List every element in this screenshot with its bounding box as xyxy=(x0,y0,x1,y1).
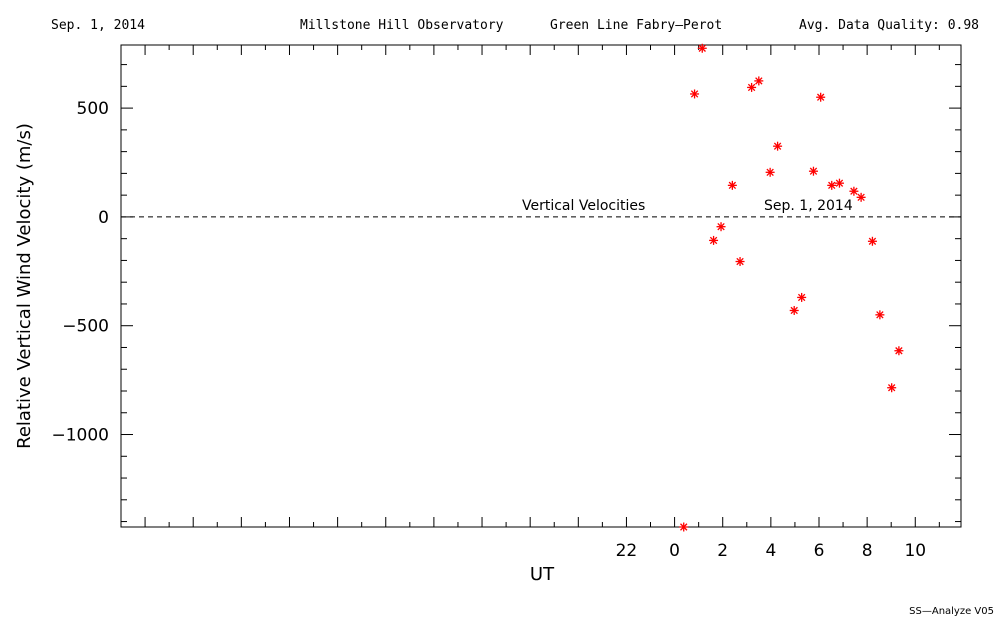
data-point xyxy=(834,178,844,188)
annotation-vertical-velocities: Vertical Velocities xyxy=(522,198,645,214)
header-data-quality: Avg. Data Quality: 0.98 xyxy=(799,18,980,33)
y-tick-label: −500 xyxy=(62,317,109,337)
data-point xyxy=(856,192,866,202)
data-point xyxy=(808,166,818,176)
annotation-date: Sep. 1, 2014 xyxy=(764,198,853,214)
data-point xyxy=(797,292,807,302)
data-point xyxy=(690,89,700,99)
footer-software-version: SS—Analyze V05 xyxy=(909,606,994,617)
data-point xyxy=(727,180,737,190)
data-point xyxy=(875,310,885,320)
data-point xyxy=(887,383,897,393)
x-tick-label: 0 xyxy=(669,541,680,561)
data-points xyxy=(679,43,904,532)
header-observatory: Millstone Hill Observatory xyxy=(300,18,504,33)
x-tick-label: 22 xyxy=(616,541,638,561)
axes xyxy=(120,44,962,528)
data-point xyxy=(754,76,764,86)
y-tick-label: 0 xyxy=(98,208,109,228)
header-instrument: Green Line Fabry—Perot xyxy=(550,18,723,33)
plot-frame xyxy=(120,44,962,528)
data-point xyxy=(827,180,837,190)
data-point xyxy=(849,186,859,196)
header-date: Sep. 1, 2014 xyxy=(51,18,145,33)
y-tick-label: −1000 xyxy=(51,426,109,446)
data-point xyxy=(867,236,877,246)
x-tick-label: 6 xyxy=(814,541,825,561)
data-point xyxy=(765,167,775,177)
x-tick-label: 8 xyxy=(862,541,873,561)
data-point xyxy=(735,257,745,267)
y-axis-title: Relative Vertical Wind Velocity (m/s) xyxy=(14,123,35,449)
data-point xyxy=(679,522,689,532)
data-point xyxy=(816,92,826,102)
data-point xyxy=(894,346,904,356)
y-tick-label: 500 xyxy=(77,99,109,119)
data-point xyxy=(697,43,707,53)
data-point xyxy=(709,235,719,245)
x-tick-label: 4 xyxy=(765,541,776,561)
data-point xyxy=(716,222,726,232)
data-point xyxy=(789,305,799,315)
x-axis-title: UT xyxy=(530,564,555,585)
data-point xyxy=(747,82,757,92)
ticks xyxy=(120,45,961,527)
x-tick-label: 10 xyxy=(904,541,926,561)
data-point xyxy=(773,141,783,151)
tick-labels: 22 0 2 4 6 8 10 500 0 −500 −1000 xyxy=(51,99,926,561)
x-tick-label: 2 xyxy=(717,541,728,561)
